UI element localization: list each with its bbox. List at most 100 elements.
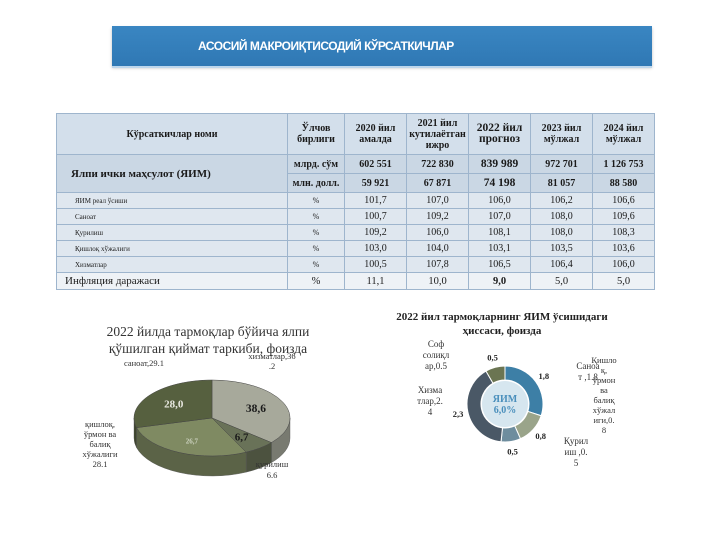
table-cell: 106,5 <box>468 256 531 273</box>
row-name: Инфляция даражаси <box>56 272 288 290</box>
row-name: ЯИМ реал ўсиши <box>56 192 288 209</box>
table-cell: 602 551 <box>344 154 407 174</box>
pie1-slice-label: 26,7 <box>186 437 199 445</box>
pie2-category-label: Соф солиқл ар,0.5 <box>423 339 450 371</box>
table-cell: % <box>287 240 345 257</box>
table-cell: 106,0 <box>592 256 655 273</box>
table-row: Саноат % 100,7 109,2 107,0 108,0 109,6 <box>56 208 655 225</box>
pie2-category-label: Хизма тлар,2. 4 <box>417 385 443 417</box>
table-cell: 11,1 <box>344 272 407 290</box>
slide-title-bar: АСОСИЙ МАКРОИҚТИСОДИЙ КЎРСАТКИЧЛАР <box>112 26 652 66</box>
table-cell: 59 921 <box>344 173 407 193</box>
pie1-category-label: саноат,29.1 <box>124 358 164 368</box>
row-name: Қишлоқ хўжалиги <box>56 240 288 257</box>
pie2-center-label: ЯИМ <box>493 394 518 405</box>
slide-title: АСОСИЙ МАКРОИҚТИСОДИЙ КЎРСАТКИЧЛАР <box>198 39 454 53</box>
pie1-category-label: хизматлар,36.2 <box>248 351 295 371</box>
table-cell: 109,2 <box>406 208 469 225</box>
table-header-row: Кўрсаткичлар номи Ўлчов бирлиги 2020 йил… <box>56 113 655 155</box>
pie2-category-label: Саноа т ,1.8 <box>576 361 599 382</box>
pie1-slice <box>136 417 247 457</box>
table-cell: 103,1 <box>468 240 531 257</box>
table-cell: 88 580 <box>592 173 655 193</box>
chart1-title-line2: қўшилган қиймат таркиби, фоизда <box>109 341 307 356</box>
table-cell: % <box>287 192 345 209</box>
pie1-slice-label: 6,7 <box>235 432 249 444</box>
gdp-name: Ялпи ички маҳсулот (ЯИМ) <box>56 154 288 193</box>
table-cell: 106,4 <box>530 256 593 273</box>
table-cell: 81 057 <box>530 173 593 193</box>
table-cell: 9,0 <box>468 272 531 290</box>
pie2-category-label: Қишло қ, ўрмон ва балиқ хўжал иги,0. 8 <box>591 355 616 435</box>
table-cell: 103,0 <box>344 240 407 257</box>
chart2-title-line2: ҳиссаси, фоизда <box>463 325 542 337</box>
table-cell: 74 198 <box>468 173 531 193</box>
chart1-title-line1: 2022 йилда тармоқлар бўйича ялпи <box>107 324 310 339</box>
pie1-slice <box>133 379 213 428</box>
pie1-category-label: қурилиш 6.6 <box>256 459 289 480</box>
pie1-slice-label: 28,0 <box>164 399 184 411</box>
table-cell: % <box>287 224 345 241</box>
table-cell: 67 871 <box>406 173 469 193</box>
table-cell: 5,0 <box>592 272 655 290</box>
pie2-center <box>482 381 528 427</box>
table-row: Хизматлар % 100,5 107,8 106,5 106,4 106,… <box>56 256 655 273</box>
table-cell: 101,7 <box>344 192 407 209</box>
header-2023: 2023 йил мўлжал <box>530 113 593 155</box>
table-cell: % <box>287 272 345 290</box>
table-cell: % <box>287 208 345 225</box>
pie1-slice <box>211 379 291 443</box>
header-unit: Ўлчов бирлиги <box>287 113 345 155</box>
table-row: Қишлоқ хўжалиги % 103,0 104,0 103,1 103,… <box>56 240 655 257</box>
table-cell: 106,2 <box>530 192 593 209</box>
pie2-category-label: Қурил иш ,0. 5 <box>564 436 589 468</box>
table-row: Қурилиш % 109,2 106,0 108,1 108,0 108,3 <box>56 224 655 241</box>
table-cell: 107,0 <box>406 192 469 209</box>
table-cell: % <box>287 256 345 273</box>
title-underline <box>112 66 652 68</box>
table-cell: 722 830 <box>406 154 469 174</box>
table-cell: 107,0 <box>468 208 531 225</box>
table-cell: 109,6 <box>592 208 655 225</box>
table-row-gdp-sum: Ялпи ички маҳсулот (ЯИМ) млрд. сўм 602 5… <box>56 154 655 193</box>
pie2-slice-label: 2,3 <box>453 409 464 419</box>
table-cell: 108,3 <box>592 224 655 241</box>
table-cell: 108,1 <box>468 224 531 241</box>
pie2-slice-label: 1,8 <box>539 371 550 381</box>
gdp-growth-contribution-donut-chart: 2022 йил тармоқларнинг ЯИМ ўсишидаги ҳис… <box>396 311 616 468</box>
table-cell: 107,8 <box>406 256 469 273</box>
row-name: Қурилиш <box>56 224 288 241</box>
table-cell: 106,6 <box>592 192 655 209</box>
pie2-slice-label: 0,5 <box>507 446 518 456</box>
table-cell: 972 701 <box>530 154 593 174</box>
row-name: Саноат <box>56 208 288 225</box>
table-cell: 5,0 <box>530 272 593 290</box>
table-cell: 109,2 <box>344 224 407 241</box>
table-cell: 106,0 <box>468 192 531 209</box>
table-row: ЯИМ реал ўсиши % 101,7 107,0 106,0 106,2… <box>56 192 655 209</box>
header-2020: 2020 йил амалда <box>344 113 407 155</box>
pie2-slice-label: 0,8 <box>535 431 546 441</box>
table-cell: 108,0 <box>530 224 593 241</box>
table-cell: 108,0 <box>530 208 593 225</box>
table-cell: 104,0 <box>406 240 469 257</box>
table-cell: 100,7 <box>344 208 407 225</box>
row-name: Хизматлар <box>56 256 288 273</box>
pie2-center-value: 6,0% <box>494 405 517 416</box>
table-cell: 106,0 <box>406 224 469 241</box>
header-2021: 2021 йил кутилаётган ижро <box>406 113 469 155</box>
header-2024: 2024 йил мўлжал <box>592 113 655 155</box>
header-name: Кўрсаткичлар номи <box>56 113 288 155</box>
table-cell: 839 989 <box>468 154 531 174</box>
pie2-slice <box>485 365 506 384</box>
pie1-category-label: қишлоқ, ўрмон ва балиқ хўжалиги 28.1 <box>82 419 117 469</box>
macro-indicators-table: Кўрсаткичлар номи Ўлчов бирлиги 2020 йил… <box>56 113 655 290</box>
table-cell: 103,6 <box>592 240 655 257</box>
table-cell: 100,5 <box>344 256 407 273</box>
table-cell: 103,5 <box>530 240 593 257</box>
table-cell: 10,0 <box>406 272 469 290</box>
table-cell: 1 126 753 <box>592 154 655 174</box>
chart2-title-line1: 2022 йил тармоқларнинг ЯИМ ўсишидаги <box>396 311 608 323</box>
pie1-slice-label: 38,6 <box>246 403 266 415</box>
header-2022: 2022 йил прогноз <box>468 113 531 155</box>
